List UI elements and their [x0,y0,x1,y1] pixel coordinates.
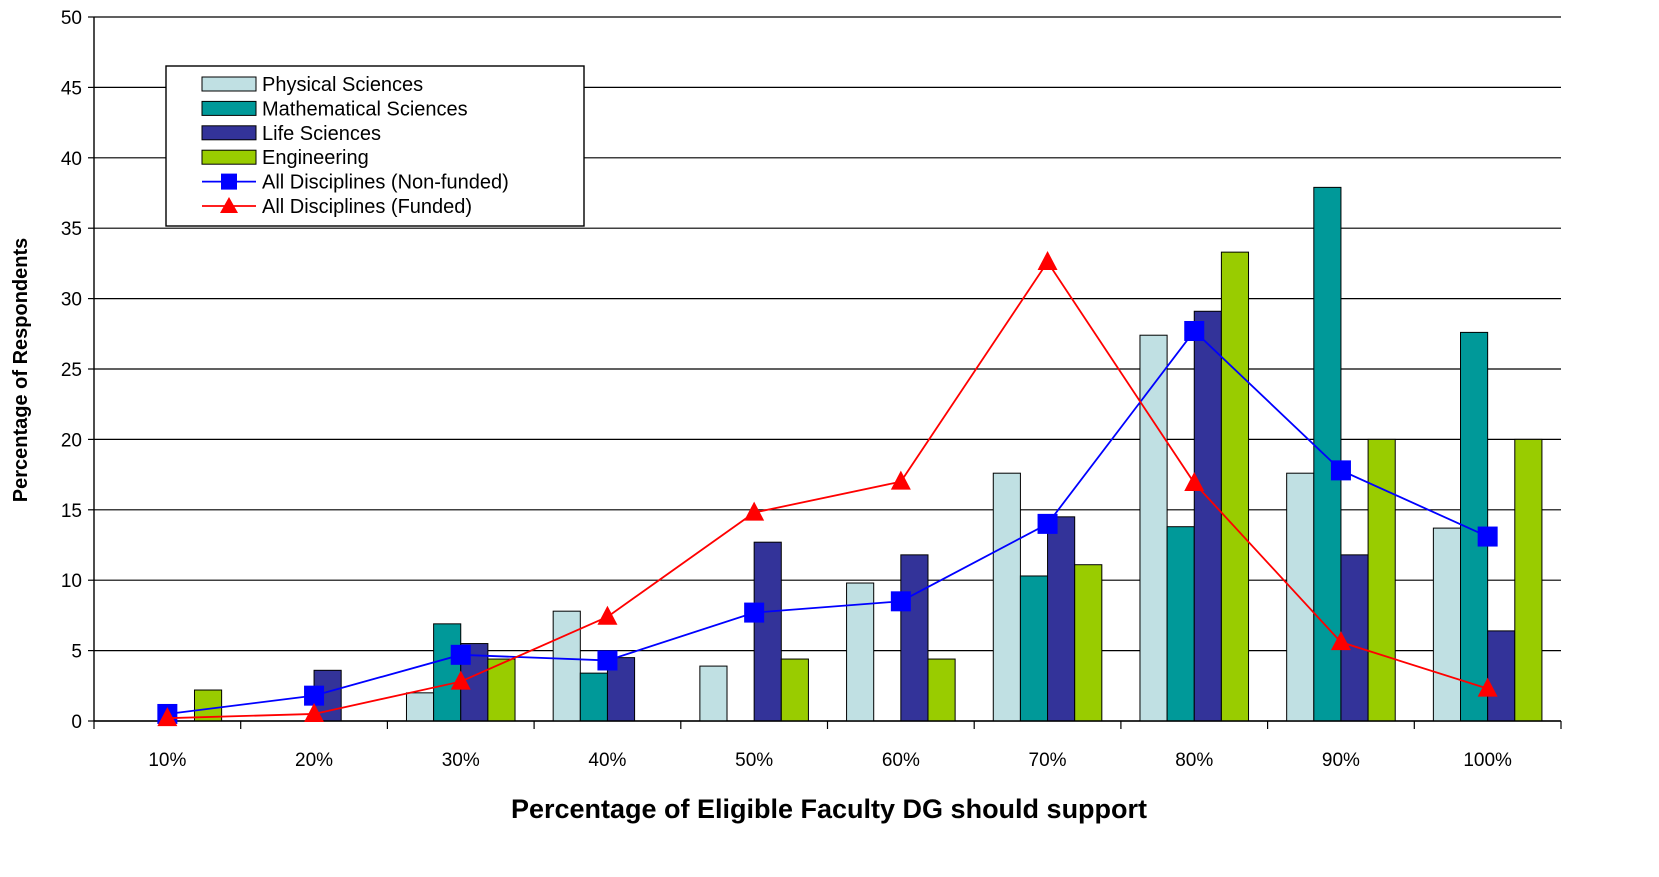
x-tick-label: 60% [882,750,920,771]
point-marker [304,702,325,722]
y-tick-label: 40 [61,149,82,170]
bar [753,541,782,722]
legend-label: All Disciplines (Funded) [262,196,472,218]
bar [193,689,223,722]
y-tick-label: 5 [71,642,82,663]
legend-swatch [201,76,257,92]
legend-label: Engineering [262,147,369,169]
bar [606,657,636,722]
legend-label: All Disciplines (Non-funded) [262,172,509,194]
axes: 0 5 10 15 20 25 30 35 40 45 50 10% 20% 30% 40% 50% 60% 70… [61,8,1562,771]
y-tick-label: 15 [61,501,82,522]
bar [1340,554,1369,722]
bar [1074,564,1103,722]
legend-label: Physical Sciences [262,74,423,96]
y-tick-label: 50 [61,8,82,29]
x-tick-label: 100% [1463,750,1512,771]
legend-swatch [201,149,257,165]
bar [1367,438,1396,722]
legend-label: Life Sciences [262,123,381,145]
point-marker [1184,472,1205,492]
bar [1139,334,1168,722]
bar [1432,527,1462,722]
point-marker [1477,677,1498,697]
bar [552,610,581,722]
x-tick-label: 50% [735,750,773,771]
point-marker [1037,250,1058,270]
bar [1487,630,1516,722]
legend-marker [221,173,237,190]
bar [1220,251,1250,722]
y-tick-label: 25 [61,360,82,381]
bar [1193,310,1222,722]
point-marker [450,670,471,690]
bar [780,658,809,722]
x-tick-label: 70% [1029,750,1067,771]
bar [433,623,462,722]
bar [992,472,1021,722]
bar [927,658,956,722]
y-tick-label: 30 [61,290,82,311]
bar [1514,438,1543,722]
legend-swatch [201,100,257,116]
point-marker [1184,320,1205,341]
x-tick-label: 20% [295,750,333,771]
x-tick-label: 90% [1322,750,1360,771]
legend-label: Mathematical Sciences [262,98,468,120]
x-axis-title: Percentage of Eligible Faculty DG should… [511,794,1147,824]
bar [579,672,608,722]
gridlines [94,16,1561,722]
point-marker [1477,526,1498,547]
y-axis-title: Percentage of Respondents [10,238,32,503]
bar [1166,526,1195,722]
y-tick-label: 35 [61,219,82,240]
point-marker [1330,460,1351,481]
x-tick-label: 40% [588,750,626,771]
bar [1019,575,1049,722]
bar [1047,516,1076,722]
y-tick-label: 45 [61,78,82,99]
point-marker [744,602,765,623]
bar [1313,186,1342,722]
point-marker [304,685,325,706]
series-line [167,329,1489,715]
legend-swatch [201,125,257,141]
point-marker [450,644,471,665]
legend-box [165,65,585,227]
point-marker [890,470,911,490]
point-marker [1330,631,1351,651]
point-marker [597,605,618,625]
y-tick-label: 0 [71,712,82,733]
bar [1286,472,1315,722]
point-marker [744,501,765,521]
point-marker [890,591,911,612]
x-tick-label: 10% [148,750,186,771]
bar [405,692,435,722]
legend-marker [220,197,238,213]
bar [699,665,728,722]
point-marker [597,650,618,671]
series-line [167,260,1488,720]
x-tick-label: 30% [442,750,480,771]
x-tick-label: 80% [1175,750,1213,771]
point-marker [157,707,178,727]
bar-series [193,186,1543,722]
line-series [157,250,1498,727]
y-tick-label: 20 [61,430,82,451]
point-marker [1037,513,1058,534]
bar [900,554,929,722]
y-tick-label: 10 [61,571,82,592]
